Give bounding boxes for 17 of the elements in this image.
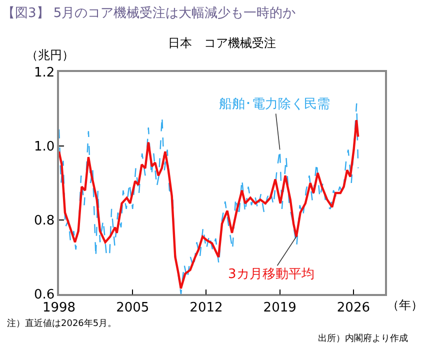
text: 出所）内閣府より作成 — [318, 333, 408, 344]
x-tick-label: 1998 — [42, 300, 76, 316]
y-axis-title: （兆円） — [26, 48, 74, 62]
annotation: 3カ月移動平均 — [228, 267, 314, 282]
chart-subtitle: 日本 コア機械受注 — [168, 36, 276, 50]
annotation: 船舶･電力除く民需 — [219, 97, 330, 112]
x-tick-label: 2019 — [263, 300, 296, 316]
y-tick-label: 1.2 — [34, 66, 55, 81]
x-axis-title: （年） — [387, 298, 422, 312]
x-tick-label: 2026 — [336, 300, 370, 316]
chart-title: 【図3】 5月のコア機械受注は大幅減少も一時的か — [2, 6, 296, 21]
text: 注）直近値は2026年5月。 — [7, 318, 117, 329]
y-tick-label: 0.8 — [34, 214, 55, 229]
x-tick-label: 2005 — [116, 300, 150, 316]
x-tick-label: 2012 — [190, 300, 223, 316]
y-tick-label: 1.0 — [34, 140, 55, 155]
y-tick-label: 0.6 — [34, 288, 55, 303]
